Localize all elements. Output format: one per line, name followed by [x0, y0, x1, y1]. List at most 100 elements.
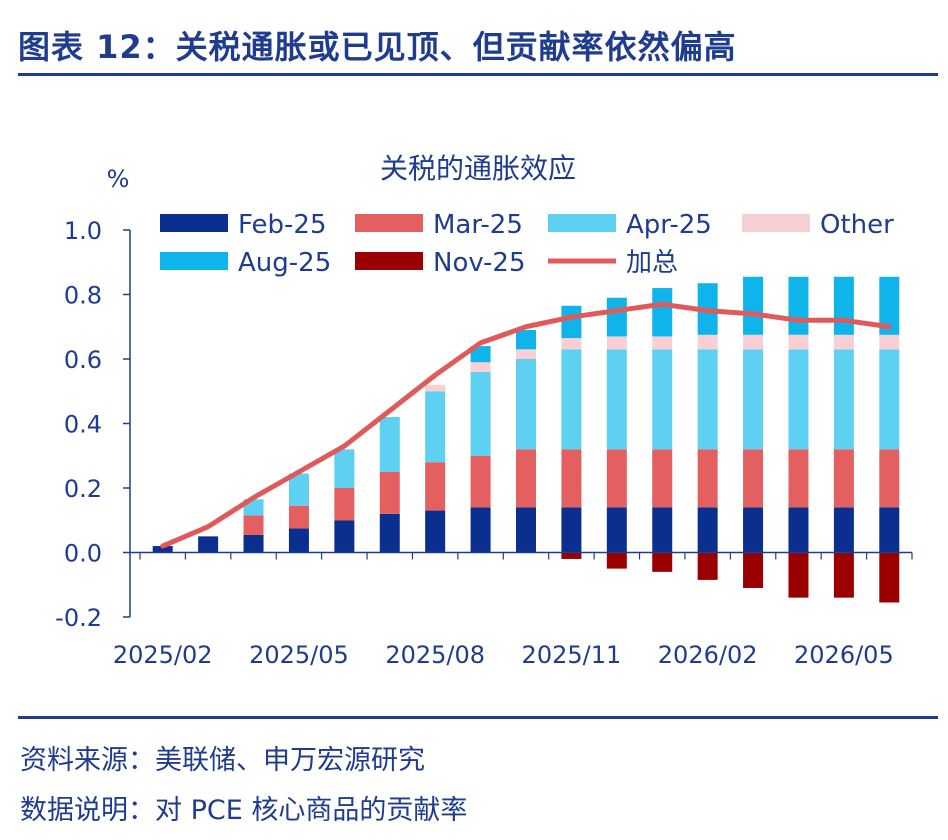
bar-segment-nov-25: [561, 552, 582, 559]
bar-segment-mar-25: [833, 449, 854, 508]
bar-segment-other: [561, 338, 582, 350]
bar-stack-group: [152, 276, 900, 603]
bar-segment-mar-25: [243, 515, 264, 535]
legend-label: Aug-25: [238, 248, 331, 278]
bar-segment-nov-25: [697, 552, 718, 580]
bar-segment-aug-25: [652, 288, 673, 337]
legend-swatch: [160, 214, 228, 232]
bar-segment-feb-25: [198, 536, 219, 553]
bar-segment-apr-25: [470, 371, 491, 456]
bar-segment-apr-25: [743, 349, 764, 450]
bar-segment-feb-25: [697, 507, 718, 553]
bar-segment-mar-25: [425, 462, 446, 511]
bar-segment-apr-25: [334, 449, 355, 488]
legend-swatch: [742, 214, 810, 232]
bar-segment-apr-25: [833, 349, 854, 450]
bar-segment-apr-25: [379, 417, 400, 472]
bar-segment-feb-25: [288, 528, 309, 553]
bar-segment-feb-25: [788, 507, 809, 553]
footer-rule: [18, 716, 938, 719]
legend-label: Other: [820, 210, 894, 240]
bar-segment-apr-25: [606, 349, 627, 450]
bar-segment-feb-25: [652, 507, 673, 553]
bar-segment-mar-25: [697, 449, 718, 508]
y-tick-label: 0.4: [64, 411, 102, 439]
bar-segment-feb-25: [743, 507, 764, 553]
legend-swatch: [160, 252, 228, 270]
legend-label: Nov-25: [433, 248, 526, 278]
source-note: 资料来源：美联储、申万宏源研究: [20, 745, 425, 776]
figure-title: 图表 12：关税通胀或已见顶、但贡献率依然偏高: [18, 28, 737, 66]
bar-segment-other: [516, 349, 536, 359]
bar-segment-mar-25: [561, 449, 582, 508]
bar-segment-aug-25: [606, 297, 627, 337]
bar-segment-feb-25: [152, 546, 173, 553]
bar-segment-other: [697, 334, 718, 350]
bar-segment-mar-25: [288, 505, 309, 529]
total-line-group: [160, 301, 892, 549]
bar-segment-nov-25: [879, 552, 900, 603]
bar-segment-apr-25: [879, 349, 900, 450]
x-tick-label: 2026/05: [794, 641, 894, 669]
bar-segment-apr-25: [561, 349, 582, 450]
bar-segment-aug-25: [879, 276, 900, 335]
bar-segment-feb-25: [879, 507, 900, 553]
bar-segment-feb-25: [516, 507, 536, 553]
bar-segment-mar-25: [334, 488, 355, 521]
axes: -0.2 0.0 0.2 0.4 0.6 0.8 1.0 2025/02 2025/05 2025…: [55, 217, 913, 669]
bar-segment-feb-25: [561, 507, 582, 553]
bar-segment-aug-25: [788, 276, 809, 335]
bar-segment-nov-25: [833, 552, 854, 598]
bar-segment-mar-25: [606, 449, 627, 508]
legend-label: Apr-25: [626, 210, 712, 240]
bar-segment-nov-25: [743, 552, 764, 588]
legend-swatch: [548, 214, 616, 232]
bar-segment-feb-25: [425, 510, 446, 553]
legend-label: Feb-25: [238, 210, 327, 240]
total-line: [160, 301, 892, 549]
bar-segment-mar-25: [743, 449, 764, 508]
x-tick-label: 2026/02: [658, 641, 758, 669]
title-rule: [18, 73, 938, 76]
legend-label: 加总: [626, 248, 678, 278]
y-axis-unit-label: %: [107, 165, 130, 193]
bar-segment-nov-25: [606, 552, 627, 569]
x-tick-label: 2025/02: [113, 641, 213, 669]
bar-segment-aug-25: [470, 346, 491, 363]
bar-segment-mar-25: [379, 471, 400, 514]
bar-segment-feb-25: [470, 507, 491, 553]
bar-segment-other: [879, 334, 900, 350]
bar-segment-feb-25: [379, 513, 400, 553]
data-note: 数据说明：对 PCE 核心商品的贡献率: [20, 795, 468, 826]
x-tick-label: 2025/11: [522, 641, 622, 669]
legend: Feb-25 Mar-25 Apr-25 Other Aug-25 Nov-25 加总: [160, 210, 894, 278]
bar-segment-feb-25: [833, 507, 854, 553]
bar-segment-apr-25: [697, 349, 718, 450]
bar-segment-aug-25: [561, 305, 582, 339]
bar-segment-other: [652, 336, 673, 350]
bar-segment-other: [470, 362, 491, 372]
bar-segment-nov-25: [788, 552, 809, 598]
y-tick-label: -0.2: [55, 604, 102, 632]
bar-segment-mar-25: [788, 449, 809, 508]
legend-label: Mar-25: [433, 210, 523, 240]
x-tick-label: 2025/08: [385, 641, 485, 669]
bar-segment-aug-25: [833, 276, 854, 335]
bar-segment-mar-25: [879, 449, 900, 508]
bar-segment-apr-25: [516, 359, 536, 450]
bar-segment-feb-25: [243, 534, 264, 553]
bar-segment-apr-25: [788, 349, 809, 450]
bar-segment-mar-25: [652, 449, 673, 508]
chart-title: 关税的通胀效应: [380, 152, 576, 185]
bar-segment-other: [425, 384, 446, 392]
bar-segment-apr-25: [425, 391, 446, 463]
bar-segment-nov-25: [652, 552, 673, 572]
bar-segment-aug-25: [743, 276, 764, 335]
bar-segment-feb-25: [606, 507, 627, 553]
bar-segment-other: [606, 336, 627, 350]
bar-segment-feb-25: [334, 520, 355, 553]
tariff-inflation-chart: 关税的通胀效应 % Feb-25 Mar-25 Apr-25 Other Aug-25 N…: [55, 152, 913, 669]
y-tick-label: 0.6: [64, 346, 102, 374]
bar-segment-apr-25: [288, 473, 309, 506]
bar-segment-aug-25: [516, 329, 536, 350]
